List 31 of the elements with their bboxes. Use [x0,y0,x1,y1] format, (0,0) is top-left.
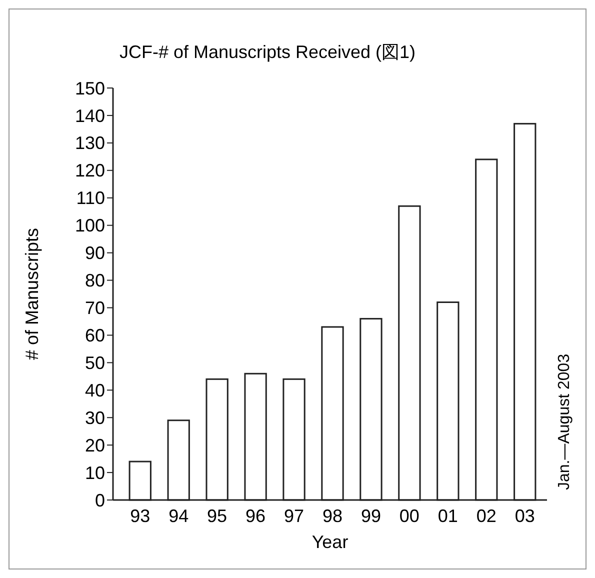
chart-title: JCF-# of Manuscripts Received (図1) [119,42,416,62]
x-axis-title: Year [312,532,348,552]
x-tick-label: 00 [399,506,420,526]
x-tick-label: 03 [514,506,535,526]
y-tick-label: 40 [84,380,105,400]
y-tick-label: 30 [84,408,105,428]
x-tick-label: 94 [168,506,189,526]
x-tick-label: 93 [130,506,150,526]
y-tick-label: 100 [74,216,105,236]
y-tick-label: 90 [84,243,105,264]
y-axis-title: # of Manuscripts [22,228,42,360]
y-tick-label: 50 [84,352,105,373]
y-tick-label: 150 [74,78,105,98]
y-tick-label: 120 [74,160,105,181]
x-tick-label: 97 [284,506,304,526]
y-tick-label: 110 [76,188,105,208]
y-tick-label: 130 [74,133,105,154]
y-tick-label: 20 [84,435,105,456]
y-tick-label: 10 [84,462,105,483]
y-tick-label: 80 [84,270,105,291]
x-tick-label: 98 [322,506,343,526]
x-tick-label: 99 [360,506,381,526]
x-tick-label: 01 [438,506,458,526]
x-tick-label: 02 [476,506,496,526]
y-tick-label: 0 [94,490,105,510]
y-tick-label: 140 [74,106,105,126]
x-tick-label: 95 [207,506,228,526]
x-tick-label: 96 [246,506,266,526]
y-tick-label: 60 [84,326,105,346]
text: Jan.—August 2003 [556,354,573,490]
y-tick-label: 70 [84,298,105,318]
